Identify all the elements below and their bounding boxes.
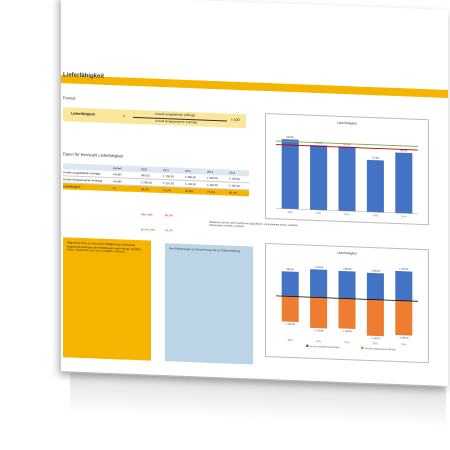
legend-swatch [306,344,309,348]
bar [395,270,413,302]
bar [338,270,356,299]
bar [366,159,384,213]
table-cell: 85,3% [229,190,237,195]
table-cell: 1.080,00 [185,174,196,180]
data-label: 98,0% [287,135,295,139]
tick-label: 2014 [401,215,407,218]
bar [395,152,413,214]
table-cell: 1.365,00 [229,183,240,189]
tick-label: 2010 [288,211,294,214]
notes-text: Ihre Erläuterungen zur Berechnung und zu… [169,247,240,254]
x-axis [276,208,418,215]
table-header: 2013 [207,169,214,174]
bar [338,146,356,212]
bar [338,298,356,330]
table-cell: Anzahl eingegangener Aufträge [63,177,103,183]
table-cell: Lieferfähigkeit [63,184,81,189]
info-panel: Allgemeine Infos zur Kennzahl: Fähigkeit… [63,237,151,361]
green-line-value: 95,0% [165,228,173,233]
formula-numerator: Anzahl ausgelieferter Aufträge [155,111,196,118]
formula-box: Lieferfähigkeit = Anzahl ausgelieferter … [63,107,246,129]
zero-line [276,295,418,302]
bar [310,269,328,298]
formula-equals: = [123,113,126,119]
tick-label: 2010 [288,340,294,342]
data-label: 1.050,00 [371,270,381,272]
table-cell: 1.210,00 [163,181,174,186]
info-text: Allgemeine Infos zur Kennzahl: Fähigkeit… [67,241,142,254]
table-cell: 1.105,00 [163,174,174,179]
data-label: 1.105,00 [314,267,324,269]
table-header: Einheit [113,166,122,171]
tick-label: 2014 [401,344,407,346]
tick-label: 2012 [344,213,350,216]
data-label: -1.365,00 [399,337,409,339]
notes-panel: Ihre Erläuterungen zur Berechnung und zu… [165,243,253,365]
green-line-label: grüne Linie [141,227,155,232]
data-label: 1.080,00 [343,269,353,271]
red-line-label: rote Linie [141,212,153,217]
tick-label: 2013 [373,214,379,217]
legend-label: Anzahl ausgelieferter Aufträge [310,345,340,349]
signal-note: Definieren Sie hier noch zusätzliche Sig… [209,220,298,229]
formula-multiplier: x 100 [231,117,240,122]
data-label: 85,3% [400,148,408,152]
chart-auftraege: Lieferfähigkeit 980,00 1.105,00 1.080,00 1.… [265,242,429,364]
table-cell: Anzahl [113,179,122,184]
data-label: -1.000,00 [285,324,295,326]
data-label: -1.210,00 [314,330,324,332]
bar [281,139,299,210]
legend-swatch [361,346,364,350]
table-cell: Anzahl [113,172,122,177]
table-header: 2012 [185,168,192,174]
table-cell: 1.430,00 [207,182,218,188]
tick-label: 2011 [316,212,322,215]
table-cell: 98,0% [141,187,149,192]
tick-label: 2011 [316,341,322,343]
reference-line [276,140,418,147]
table-header: 2011 [163,168,170,173]
table-cell: 1.050,00 [207,175,218,181]
bar [310,297,328,329]
formula-denominator: Anzahl eingegangener Aufträge [155,118,198,125]
bar [366,272,384,301]
formula-label: Lieferfähigkeit [71,111,95,117]
data-label: 73,4% [372,156,380,160]
bar [366,299,384,337]
table-cell: Anzahl ausgelieferter Aufträge [63,170,101,176]
data-label: 980,00 [287,269,295,271]
title-band [61,75,448,98]
table-cell: 90,8% [185,188,193,194]
bar [395,300,413,336]
table-header: 2010 [141,167,148,172]
tick-label: 2012 [344,342,350,344]
table-header: 2014 [229,170,236,175]
bar [281,296,299,323]
chart1-svg: 98,0%201091,3%201190,8%201273,4%201385,3… [276,135,418,218]
bar [281,271,299,297]
spreadsheet-page: Lieferfähigkeit Formel Lieferfähigkeit =… [61,0,448,386]
data-label: -1.430,00 [371,338,381,340]
table-cell: 1.190,00 [185,181,196,187]
bar [310,144,328,211]
legend-label: Anzahl eingegangener Aufträge [365,347,396,351]
reference-line [276,144,418,151]
data-label: -1.190,00 [342,331,352,333]
section-formula: Formel [63,95,76,101]
table-cell: % [113,186,116,191]
table-cell: 1.165,00 [229,176,240,182]
data-label: 90,8% [343,142,351,146]
table-cell: 1.000,00 [141,180,152,185]
table-cell: 980,00 [141,173,150,178]
chart-lieferfaehigkeit: Lieferfähigkeit 98,0% 2010 91,3% 2011 90,8% 2… [265,112,429,226]
table-cell: 91,3% [163,188,171,193]
data-label: 1.165,00 [399,269,409,271]
data-table: Einheit 2010 2011 2012 2013 2014 Anzahl … [63,163,249,197]
table-cell: 73,4% [207,189,215,195]
chart2-svg: 980,00 1.105,00 1.080,00 1.050,00 1.165,00 -1… [276,267,418,351]
red-line-value: 90,0% [165,213,173,218]
tick-label: 2013 [373,343,379,345]
section-data: Daten für Kennzahl Lieferfähigkeit [63,151,124,159]
